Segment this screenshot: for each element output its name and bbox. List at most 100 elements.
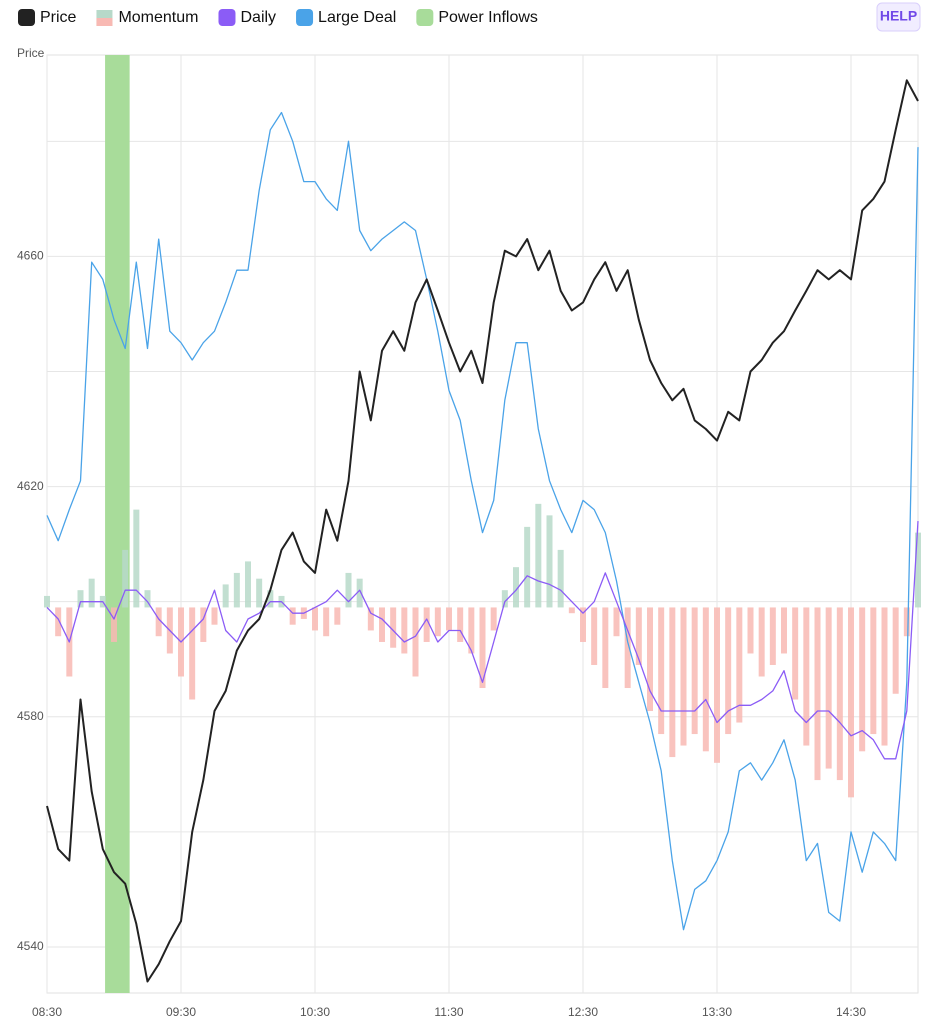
momentum-bar [647, 607, 653, 712]
momentum-bar [88, 578, 95, 608]
legend-swatch [96, 18, 113, 26]
momentum-bar [747, 607, 754, 654]
momentum-bar [892, 607, 899, 694]
momentum-bar [870, 607, 877, 735]
power-inflow-band [105, 55, 130, 993]
momentum-bar [524, 526, 531, 608]
x-tick-label: 08:30 [32, 1005, 62, 1019]
momentum-bar [803, 607, 810, 746]
line-0 [46, 79, 919, 983]
momentum-bar [111, 607, 117, 642]
legend-label: Price [40, 9, 77, 26]
momentum-bar [825, 607, 832, 769]
momentum-bar [77, 590, 84, 608]
y-tick-label: 4580 [17, 709, 44, 723]
momentum-bar [155, 607, 162, 637]
momentum-bar [423, 607, 430, 642]
momentum-bar [44, 595, 50, 608]
x-tick-label: 13:30 [702, 1005, 732, 1019]
momentum-bar [490, 607, 497, 631]
legend-swatch [218, 9, 236, 26]
momentum-bar [736, 607, 743, 723]
momentum-bar [401, 607, 408, 654]
momentum-bar [133, 509, 140, 608]
momentum-bar [367, 607, 374, 631]
y-axis-label: Price [17, 46, 45, 60]
momentum-bar [434, 607, 441, 637]
x-tick-label: 09:30 [166, 1005, 196, 1019]
help-button[interactable] [876, 2, 921, 32]
momentum-bar [881, 607, 888, 746]
momentum-bar [535, 503, 542, 608]
momentum-bar [658, 607, 665, 735]
momentum-bar [222, 584, 229, 608]
momentum-bar [468, 607, 475, 654]
legend-label: Power Inflows [438, 9, 538, 26]
y-tick-label: 4540 [17, 939, 44, 953]
momentum-bar [680, 607, 687, 746]
momentum-bar [769, 607, 776, 665]
x-tick-label: 11:30 [434, 1005, 463, 1019]
momentum-bar [144, 590, 151, 608]
momentum-bar [256, 578, 263, 608]
momentum-bar [691, 607, 698, 735]
momentum-bar [624, 607, 631, 689]
momentum-bar [122, 549, 129, 608]
legend-swatch [296, 9, 314, 26]
momentum-bar [859, 607, 866, 752]
momentum-bar [580, 607, 586, 642]
momentum-bar [836, 607, 843, 781]
momentum-bar [613, 607, 620, 637]
momentum-bar [814, 607, 821, 781]
momentum-bar [189, 607, 196, 700]
momentum-bar [669, 607, 676, 758]
line-3 [46, 111, 919, 931]
legend-label: Daily [240, 9, 276, 26]
momentum-bar [781, 607, 787, 654]
momentum-bar [546, 515, 553, 608]
momentum-bar [390, 607, 397, 648]
momentum-bar [635, 607, 642, 665]
y-tick-label: 4660 [17, 249, 44, 263]
legend-label: Large Deal [318, 9, 396, 26]
momentum-bar [245, 561, 251, 608]
momentum-bar [602, 607, 609, 689]
legend-label: Momentum [118, 9, 198, 26]
momentum-bar [233, 572, 240, 608]
momentum-bar [848, 607, 854, 798]
momentum-bar [915, 532, 921, 608]
momentum-bar [457, 607, 464, 642]
momentum-bar [289, 607, 296, 625]
momentum-bar [200, 607, 207, 642]
momentum-bar [557, 549, 564, 608]
x-tick-label: 12:30 [568, 1005, 598, 1019]
momentum-bar [714, 607, 720, 763]
x-tick-label: 14:30 [836, 1005, 866, 1019]
momentum-bar [903, 607, 910, 637]
momentum-bar [211, 607, 218, 625]
momentum-bar [323, 607, 330, 637]
legend-swatch [416, 9, 434, 26]
momentum-bar [702, 607, 709, 752]
momentum-bar [501, 590, 508, 608]
momentum-bar [725, 607, 732, 735]
momentum-bar [792, 607, 799, 700]
legend-swatch [18, 9, 35, 26]
momentum-bar [758, 607, 765, 677]
momentum-bar [412, 607, 419, 677]
momentum-bar [513, 567, 519, 608]
y-tick-label: 4620 [17, 479, 44, 493]
help-label[interactable]: HELP [880, 8, 917, 24]
momentum-bar [345, 572, 352, 608]
momentum-bar [356, 578, 363, 608]
momentum-bar [334, 607, 341, 625]
momentum-bar [479, 607, 486, 689]
momentum-bar [446, 607, 452, 631]
plot-frame [46, 54, 919, 994]
momentum-bar [267, 590, 274, 608]
momentum-bar [379, 607, 385, 642]
line-2 [46, 521, 919, 760]
momentum-bar [591, 607, 598, 665]
momentum-bar [312, 607, 318, 631]
